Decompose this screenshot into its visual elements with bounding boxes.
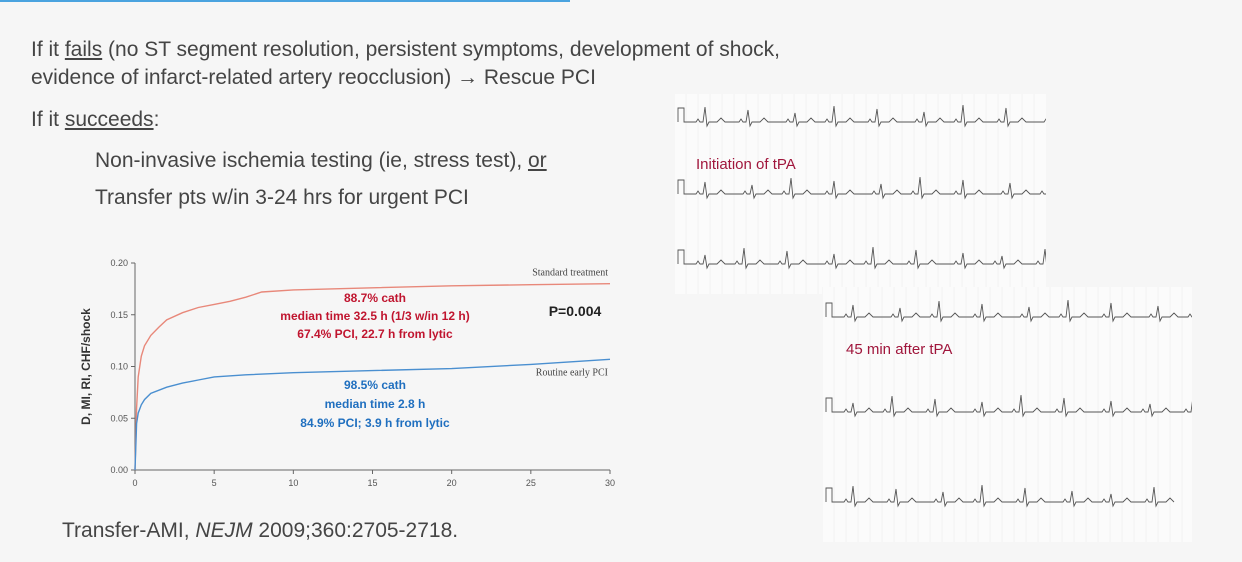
or-word: or [527,149,547,172]
ecg-trace [825,484,1175,508]
ecg-after-label: 45 min after tPA [846,341,953,358]
x-tick-label: 30 [605,478,615,488]
x-tick-label: 20 [447,478,457,488]
x-tick-label: 0 [132,478,137,488]
ecg-trace [825,394,1214,418]
early-annotation: 98.5% cath [344,378,406,392]
succeed-line: If it succeeds: [31,108,160,131]
standard-annotation: 88.7% cath [344,291,406,305]
standard-annotation: median time 32.5 h (1/3 w/in 12 h) [280,309,469,323]
bullet-transfer: Transfer pts w/in 3-24 hrs for urgent PC… [95,186,469,209]
ecg-after-traces [821,287,1218,542]
y-tick-label: 0.15 [110,310,128,320]
x-tick-label: 10 [288,478,298,488]
series-line-early [134,358,611,471]
bullet-stress-test: Non-invasive ischemia testing (ie, stres… [95,149,547,172]
early-annotation: median time 2.8 h [325,397,426,411]
early-annotation: 84.9% PCI; 3.9 h from lytic [300,416,450,430]
succeeds-word: succeeds [64,108,154,131]
ecg-trace [677,246,1066,270]
ecg-before-traces [673,94,1074,294]
x-tick-label: 5 [212,478,217,488]
fail-line-2: evidence of infarct-related artery reocc… [31,66,596,89]
ecg-after-tpa: 45 min after tPA [821,287,1218,542]
slide-top-accent-line [0,0,570,2]
y-tick-label: 0.05 [110,413,128,423]
ecg-trace [825,299,1218,323]
y-axis-label: D, MI, RI, CHF/shock [79,308,93,425]
p-value-label: P=0.004 [549,303,602,319]
fail-line-1: If it fails (no ST segment resolution, p… [31,38,780,61]
ecg-trace [677,176,1070,200]
x-tick-label: 15 [367,478,377,488]
y-tick-label: 0.10 [110,362,128,372]
citation-journal: NEJM [195,519,253,542]
standard-annotation: 67.4% PCI, 22.7 h from lytic [297,327,453,341]
kaplan-meier-chart: 0.00 0.05 0.10 0.15 0.20 0 5 10 15 20 25 30 D, MI, R… [79,258,615,488]
x-tick-label: 25 [526,478,536,488]
ecg-before-label: Initiation of tPA [696,156,796,173]
ecg-before-tpa: Initiation of tPA [673,94,1074,294]
citation: Transfer-AMI, NEJM 2009;360:2705-2718. [62,519,459,542]
fails-word: fails [64,38,103,61]
series-label: Routine early PCI [536,367,608,378]
y-tick-label: 0.20 [110,258,128,268]
ecg-trace [677,104,1074,128]
series-line-standard [134,283,611,471]
y-tick-label: 0.00 [110,465,128,475]
series-label: Standard treatment [532,268,608,279]
